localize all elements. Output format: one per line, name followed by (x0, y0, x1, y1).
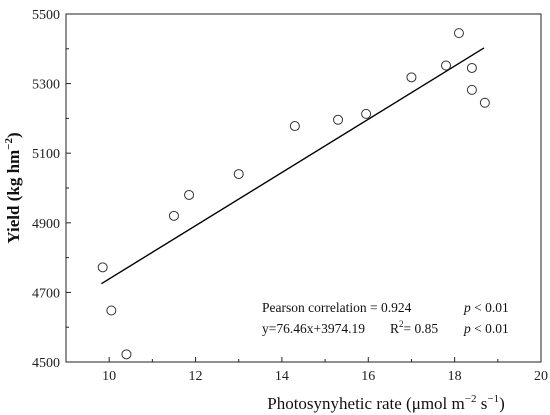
x-tick-label: 12 (189, 369, 203, 384)
data-point (453, 28, 464, 39)
data-point (121, 349, 132, 360)
r2-value: = 0.85 (404, 321, 439, 336)
pearson-annotation: Pearson correlation = 0.924 (262, 300, 412, 315)
data-point (289, 121, 300, 132)
x-tick-label: 16 (361, 369, 375, 384)
data-point (97, 262, 108, 273)
data-point (466, 62, 477, 73)
p-value-1-letter: p (463, 300, 471, 315)
y-axis-title-sup: −2 (3, 138, 15, 150)
x-tick-label: 14 (275, 369, 289, 384)
x-axis-title-sup2: −1 (487, 393, 499, 405)
regression-line (101, 47, 485, 285)
y-axis-title-end: ) (4, 132, 23, 138)
x-tick-label: 18 (448, 369, 462, 384)
y-axis-ticks: 4500 4700 4900 5100 5300 5500 (32, 8, 71, 371)
fit-line-group (101, 47, 485, 285)
data-point (168, 210, 179, 221)
y-tick-label: 4500 (32, 356, 60, 371)
y-tick-label: 5500 (32, 8, 60, 23)
data-point (106, 305, 117, 316)
data-point (406, 72, 417, 83)
y-axis-title: Yield (kg hm−2) (3, 132, 23, 243)
x-tick-label: 10 (102, 369, 116, 384)
y-tick-label: 5300 (32, 78, 60, 93)
data-point (466, 84, 477, 95)
y-tick-label: 5100 (32, 147, 60, 162)
data-point (184, 189, 195, 200)
y-tick-label: 4700 (32, 286, 60, 301)
data-point (233, 169, 244, 180)
x-axis-ticks: 10 12 14 16 18 20 (65, 357, 548, 384)
data-point (479, 97, 490, 108)
p-value-2-letter: p (463, 321, 471, 336)
p-value-1: p < 0.01 (463, 300, 509, 315)
data-points (97, 28, 490, 360)
x-axis-title-end: ) (499, 394, 505, 413)
r2-superscript: 2 (399, 319, 404, 329)
x-tick-label: 20 (534, 369, 548, 384)
x-axis-title-main: Photosynyhetic rate (μmol m (267, 394, 465, 413)
r2-letter: R (390, 321, 399, 336)
y-axis-title-main: Yield (kg hm (4, 150, 23, 244)
equation-annotation: y=76.46x+3974.19 (262, 321, 365, 336)
x-axis-title-mid: s (476, 394, 487, 413)
x-axis-title: Photosynyhetic rate (μmol m−2 s−1) (267, 393, 505, 413)
x-axis-title-sup1: −2 (465, 393, 477, 405)
y-tick-label: 4900 (32, 217, 60, 232)
data-point (333, 114, 344, 125)
p-value-2-rest: < 0.01 (471, 321, 509, 336)
data-point (441, 60, 451, 71)
p-value-1-rest: < 0.01 (471, 300, 509, 315)
p-value-2: p < 0.01 (463, 321, 509, 336)
data-point (361, 108, 372, 119)
r2-annotation: R2= 0.85 (390, 319, 438, 336)
